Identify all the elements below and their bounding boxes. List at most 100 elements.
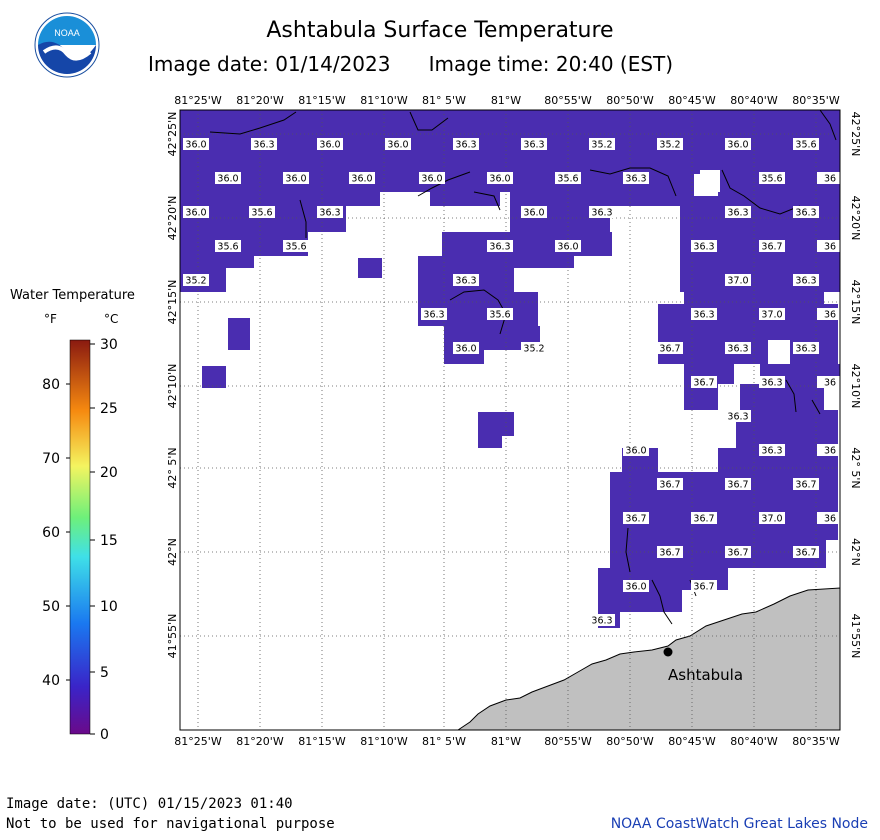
longitude-label: 81°10'W: [360, 94, 408, 107]
temperature-label-box: [657, 138, 683, 150]
temperature-label: 35.2: [523, 344, 544, 355]
latitude-label: 42°20'N: [166, 196, 179, 241]
temperature-label-box: [759, 512, 785, 524]
temperature-label: 36.0: [557, 242, 578, 253]
temperature-label: 36.3: [727, 412, 748, 423]
map: 36.0 36.3 36.0 36.0 36.3 36.3 35.2 35.2 36.0 35.6…: [179, 109, 843, 731]
water-cell: [418, 292, 538, 304]
latitude-label: 42°15'N: [166, 280, 179, 325]
temperature-label-box: [521, 138, 547, 150]
top-longitude-labels: 81°25'W 81°20'W 81°15'W 81°10'W 81° 5'W 81°W 8…: [174, 94, 840, 107]
water-cell: [180, 150, 840, 170]
city-label: Ashtabula: [668, 666, 743, 684]
water-cell: [478, 436, 502, 448]
latitude-label: 42°25'N: [849, 112, 862, 157]
temperature-label: 36.3: [591, 208, 612, 219]
temperature-labels: 36.0 36.3 36.0 36.0 36.3 36.3 35.2 35.2 36.0 35.6…: [183, 138, 843, 627]
temperature-label: 36.0: [489, 174, 510, 185]
water-cell: [430, 192, 500, 206]
temperature-label-box: [283, 240, 309, 252]
longitude-label: 81°25'W: [174, 94, 222, 107]
bottom-longitude-labels: 81°25'W 81°20'W 81°15'W 81°10'W 81° 5'W 81°W 8…: [174, 735, 840, 748]
longitude-label: 81°15'W: [298, 735, 346, 748]
temperature-label-box: [657, 478, 683, 490]
temperature-label-box: [691, 376, 717, 388]
water-cell: [180, 192, 380, 206]
temperature-label: 36.3: [423, 310, 444, 321]
temperature-label-box: [349, 172, 375, 184]
temperature-label-box: [317, 138, 343, 150]
temperature-label-box: [657, 342, 683, 354]
temperature-label: 36.7: [727, 548, 748, 559]
image-time: Image time: 20:40 (EST): [428, 52, 674, 76]
temperature-label-box: [793, 478, 819, 490]
temperature-label: 36.3: [625, 174, 646, 185]
temperature-label-box: [759, 444, 785, 456]
temperature-label: 36.0: [455, 344, 476, 355]
longitude-label: 80°55'W: [544, 735, 592, 748]
latitude-label: 42°10'N: [849, 364, 862, 409]
credit-link[interactable]: NOAA CoastWatch Great Lakes Node: [610, 816, 868, 832]
longitude-label: 81°20'W: [236, 94, 284, 107]
temperature-label: 37.0: [761, 514, 782, 525]
temperature-label: 36.3: [693, 242, 714, 253]
temperature-label-box: [691, 240, 717, 252]
temperature-label-box: [487, 240, 513, 252]
legend-unit-c: °C: [104, 312, 119, 326]
temperature-label: 36: [824, 514, 836, 525]
temperature-label-box: [759, 376, 785, 388]
noaa-logo: NOAA: [34, 12, 100, 78]
temperature-label-box: [691, 512, 717, 524]
right-latitude-labels: 42°25'N 42°20'N 42°15'N 42°10'N 42° 5'N 42°N 4…: [849, 112, 862, 659]
temperature-label: 36: [824, 174, 836, 185]
longitude-label: 81°25'W: [174, 735, 222, 748]
temperature-label: 35.2: [591, 140, 612, 151]
temperature-label-box: [725, 478, 751, 490]
temperature-label: 36.7: [693, 514, 714, 525]
temperature-label-box: [623, 444, 649, 456]
temperature-label: 36.7: [795, 548, 816, 559]
temperature-label: 36.7: [693, 378, 714, 389]
legend-label-f: 50: [42, 599, 60, 615]
legend-label-f: 80: [42, 377, 60, 393]
temperature-label-box: [725, 206, 751, 218]
temperature-label: 36.3: [795, 208, 816, 219]
temperature-label-box: [793, 546, 819, 558]
temperature-label-box: [183, 274, 209, 286]
temperature-label-box: [691, 308, 717, 320]
temperature-label: 36.0: [285, 174, 306, 185]
longitude-label: 81°10'W: [360, 735, 408, 748]
longitude-label: 80°40'W: [730, 94, 778, 107]
longitude-label: 81° 5'W: [422, 94, 466, 107]
temperature-label: 37.0: [761, 310, 782, 321]
temperature-label: 36.7: [659, 548, 680, 559]
water-cell: [684, 384, 718, 410]
temperature-label-box: [215, 240, 241, 252]
legend-label-c: 25: [100, 401, 118, 417]
temperature-label: 36.3: [489, 242, 510, 253]
temperature-label-box: [183, 138, 209, 150]
legend-colorbar: [69, 339, 91, 735]
temperature-label: 36.3: [761, 378, 782, 389]
longitude-label: 81°20'W: [236, 735, 284, 748]
temperature-label: 35.2: [185, 276, 206, 287]
temperature-label: 36.7: [693, 582, 714, 593]
legend-label-f: 60: [42, 525, 60, 541]
latitude-label: 41°55'N: [849, 614, 862, 659]
latitude-label: 41°55'N: [166, 614, 179, 659]
temperature-label-box: [691, 580, 717, 592]
longitude-label: 80°55'W: [544, 94, 592, 107]
legend-label-c: 30: [100, 337, 118, 353]
temperature-label-box: [453, 274, 479, 286]
temperature-label: 36.7: [659, 480, 680, 491]
temperature-label: 36.0: [523, 208, 544, 219]
temperature-label-box: [317, 206, 343, 218]
latitude-label: 42°15'N: [849, 280, 862, 325]
temperature-label: 36.3: [727, 344, 748, 355]
temperature-label-box: [589, 138, 615, 150]
temperature-label: 36.0: [217, 174, 238, 185]
graticule: [180, 110, 840, 730]
temperature-label-box: [817, 512, 843, 524]
